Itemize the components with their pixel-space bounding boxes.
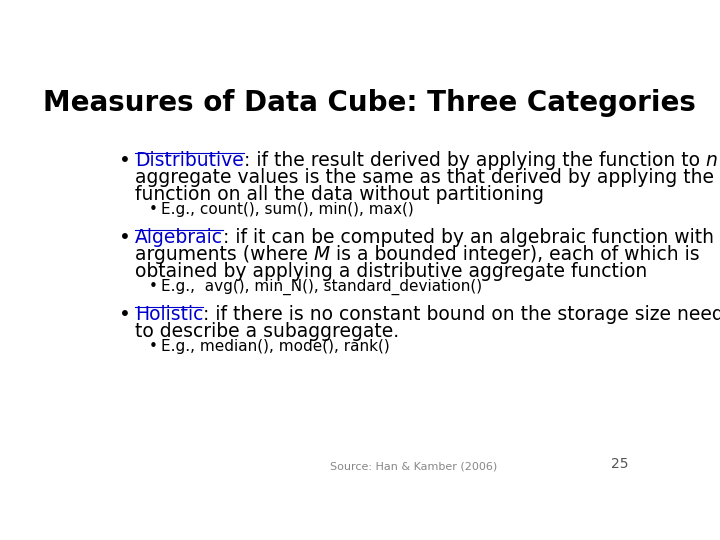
Text: •: • [149, 202, 158, 217]
Text: : if there is no constant bound on the storage size needed: : if there is no constant bound on the s… [203, 305, 720, 324]
Text: •: • [149, 279, 158, 294]
Text: Measures of Data Cube: Three Categories: Measures of Data Cube: Three Categories [42, 90, 696, 117]
Text: Distributive: Distributive [135, 151, 243, 170]
Text: arguments (where: arguments (where [135, 245, 314, 264]
Text: Holistic: Holistic [135, 305, 203, 324]
Text: 25: 25 [611, 457, 629, 471]
Text: •: • [149, 339, 158, 354]
Text: : if it can be computed by an algebraic function with: : if it can be computed by an algebraic … [223, 228, 720, 247]
Text: E.g., count(), sum(), min(), max(): E.g., count(), sum(), min(), max() [161, 202, 414, 217]
Text: M: M [314, 245, 330, 264]
Text: E.g., median(), mode(), rank(): E.g., median(), mode(), rank() [161, 339, 390, 354]
Text: obtained by applying a distributive aggregate function: obtained by applying a distributive aggr… [135, 262, 647, 281]
Text: Source: Han & Kamber (2006): Source: Han & Kamber (2006) [330, 461, 498, 471]
Text: E.g.,  avg(), min_N(), standard_deviation(): E.g., avg(), min_N(), standard_deviation… [161, 279, 482, 295]
Text: function on all the data without partitioning: function on all the data without partiti… [135, 185, 544, 204]
Text: •: • [120, 228, 131, 247]
Text: •: • [120, 151, 131, 170]
Text: is a bounded integer), each of which is: is a bounded integer), each of which is [330, 245, 700, 264]
Text: Algebraic: Algebraic [135, 228, 223, 247]
Text: to describe a subaggregate.: to describe a subaggregate. [135, 322, 399, 341]
Text: n: n [706, 151, 718, 170]
Text: •: • [120, 305, 131, 324]
Text: aggregate values is the same as that derived by applying the: aggregate values is the same as that der… [135, 168, 714, 187]
Text: : if the result derived by applying the function to: : if the result derived by applying the … [243, 151, 706, 170]
